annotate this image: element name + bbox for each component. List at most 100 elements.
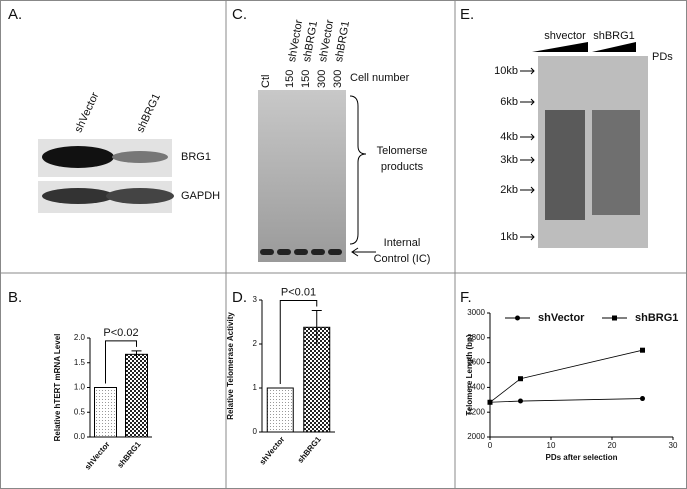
y-tick-label: 1.0 — [74, 383, 86, 392]
y-tick-label: 0 — [253, 427, 258, 436]
y-tick-label: 3 — [253, 295, 258, 304]
annotation: Telomerse — [377, 145, 428, 157]
marker — [640, 396, 645, 402]
x-tick-label: shBRG1 — [115, 439, 143, 469]
arrow — [351, 247, 376, 257]
group-label: shBRG1 — [593, 30, 635, 42]
legend-marker — [612, 315, 617, 321]
bar — [266, 387, 294, 433]
marker — [640, 347, 645, 353]
x-tick-label: 20 — [608, 441, 617, 450]
x-tick-label: 0 — [488, 441, 493, 450]
panel-label: A. — [8, 6, 22, 23]
y-axis-label: Relative hTERT mRNA Level — [53, 334, 62, 442]
panel-label: F. — [460, 289, 472, 306]
lane-label: 150 — [284, 70, 296, 88]
y-tick-label: 2000 — [467, 432, 485, 441]
y-tick-label: 1.5 — [74, 358, 86, 367]
band — [106, 188, 174, 204]
line — [489, 349, 643, 403]
group-label: PDs — [652, 51, 673, 63]
bracket — [349, 95, 367, 245]
y-tick-label: 2800 — [467, 333, 485, 342]
annotation: Control (IC) — [374, 253, 431, 265]
line — [489, 398, 643, 403]
band — [277, 249, 291, 255]
x-tick-label: shVector — [83, 440, 112, 472]
gel — [258, 90, 346, 262]
lane-label: shBRG1 — [333, 20, 352, 63]
panel-label: B. — [8, 289, 22, 306]
legend-label: shVector — [538, 312, 585, 324]
x-tick-label: shBRG1 — [296, 434, 324, 464]
band — [42, 188, 114, 204]
legend-marker — [515, 315, 520, 321]
smear — [592, 110, 640, 215]
wedge — [532, 42, 588, 52]
y-tick-label: 3000 — [467, 308, 485, 317]
arrow — [520, 156, 535, 164]
marker-label: 2kb — [500, 184, 518, 196]
annotation: P<0.02 — [103, 327, 138, 339]
y-tick-label: 2200 — [467, 407, 485, 416]
y-tick-label: 2 — [253, 339, 258, 348]
lane-label: 300 — [332, 70, 344, 88]
arrow — [520, 98, 535, 106]
axis-note: Cell number — [350, 72, 410, 84]
band-label: GAPDH — [181, 190, 220, 202]
error-bar — [131, 350, 142, 358]
wedge — [592, 42, 636, 52]
annotation: products — [381, 161, 424, 173]
smear — [545, 110, 585, 220]
bar — [303, 326, 331, 433]
marker-label: 10kb — [494, 65, 518, 77]
y-tick-label: 2400 — [467, 383, 485, 392]
x-axis-label: PDs after selection — [545, 453, 617, 462]
annotation: Internal — [384, 237, 421, 249]
y-tick-label: 2.0 — [74, 333, 86, 342]
band-label: BRG1 — [181, 151, 211, 163]
significance-bracket — [105, 340, 137, 384]
x-tick-label: 30 — [669, 441, 678, 450]
bar — [94, 387, 117, 438]
band — [311, 249, 325, 255]
band — [42, 146, 114, 168]
lane-label: Ctl — [260, 75, 272, 88]
legend-label: shBRG1 — [635, 312, 678, 324]
arrow — [520, 233, 535, 241]
marker — [487, 399, 493, 405]
marker-label: 4kb — [500, 131, 518, 143]
lane-label: shVector — [72, 90, 101, 134]
marker — [518, 398, 523, 404]
arrow — [520, 133, 535, 141]
marker — [518, 376, 523, 382]
lane-label: shBRG1 — [134, 92, 162, 135]
band — [328, 249, 342, 255]
arrow — [520, 186, 535, 194]
lane-label: 300 — [316, 70, 328, 88]
panel-label: E. — [460, 6, 474, 23]
x-tick-label: 10 — [547, 441, 556, 450]
y-axis-label: Telomere Length (bp) — [465, 334, 474, 416]
panel-label: D. — [232, 289, 247, 306]
band — [294, 249, 308, 255]
y-axis-label: Relative Telomerase Activity — [226, 312, 235, 420]
marker-label: 3kb — [500, 154, 518, 166]
y-tick-label: 0.5 — [74, 407, 86, 416]
band — [112, 151, 168, 163]
band — [260, 249, 274, 255]
ic-bands — [260, 249, 342, 255]
panel-label: C. — [232, 6, 247, 23]
lane-label: 150 — [300, 70, 312, 88]
annotation: P<0.01 — [281, 286, 316, 298]
error-bar — [311, 310, 322, 344]
marker-label: 6kb — [500, 96, 518, 108]
y-tick-label: 2600 — [467, 358, 485, 367]
group-label: shvector — [544, 30, 586, 42]
y-tick-label: 1 — [253, 383, 258, 392]
x-tick-label: shVector — [258, 435, 287, 467]
y-tick-label: 0.0 — [74, 432, 86, 441]
arrow — [520, 67, 535, 75]
